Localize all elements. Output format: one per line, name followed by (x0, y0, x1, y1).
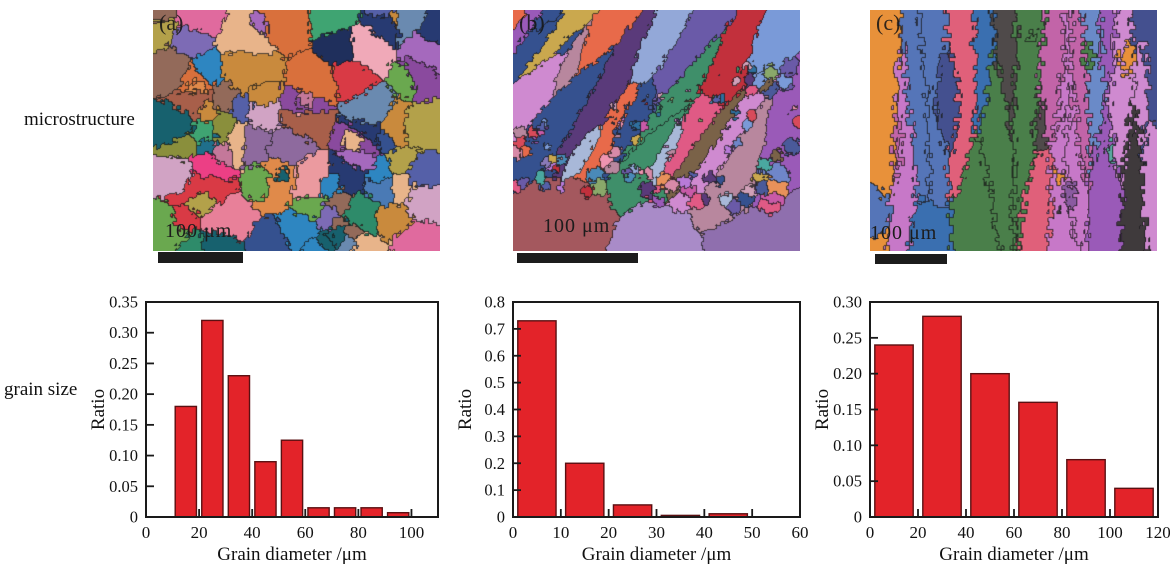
row-label-microstructure: microstructure (24, 109, 135, 130)
y-tick-label: 0.25 (833, 328, 862, 347)
y-tick-label: 0.30 (109, 323, 138, 342)
x-tick-label: 0 (142, 523, 151, 542)
x-tick-label: 10 (552, 523, 569, 542)
y-tick-label: 0.20 (833, 364, 862, 383)
y-tick-label: 0.15 (833, 400, 862, 419)
x-axis-label: Grain diameter /μm (217, 544, 367, 565)
x-tick-label: 0 (866, 523, 875, 542)
bar-a-4 (280, 439, 304, 518)
x-tick-label: 20 (600, 523, 617, 542)
bar-c-5 (1114, 487, 1154, 518)
bar-b-1 (564, 462, 605, 518)
chart-histogram-b: 0 0.1 0.2 0.3 0.4 0.5 0.6 0.7 0.8 0 10 20 30 40 50 60 Gr… (455, 294, 809, 565)
y-axis-label: Ratio (455, 389, 476, 430)
bar-a-1 (201, 319, 224, 518)
y-tick-label: 0 (130, 508, 138, 527)
bar-a-0 (174, 405, 198, 518)
x-tick-label: 40 (244, 523, 261, 542)
bar-a-6 (333, 507, 357, 518)
scale-bar-b (517, 253, 638, 263)
y-tick-label: 0.30 (833, 294, 862, 312)
x-tick-label: 30 (648, 523, 665, 542)
y-tick-label: 0.6 (484, 346, 505, 365)
x-tick-label: 60 (1006, 523, 1023, 542)
panel-label-a: (a) (159, 10, 184, 35)
x-tick-label: 120 (1145, 523, 1170, 542)
bar-c-2 (970, 372, 1010, 518)
y-tick-label: 0.35 (109, 294, 138, 312)
y-tick-label: 0.15 (109, 415, 138, 434)
bar-c-1 (922, 315, 962, 518)
scale-text-c: 100 μm (870, 222, 938, 244)
bar-a-2 (227, 375, 251, 518)
bar-b-0 (517, 320, 557, 518)
micrograph-panel-c: (c) 100 μm (870, 10, 1158, 251)
row-label-grain-size: grain size (4, 379, 78, 400)
x-tick-label: 40 (696, 523, 713, 542)
y-axis-label: Ratio (88, 389, 109, 430)
scale-text-b: 100 μm (543, 215, 611, 237)
y-tick-label: 0.05 (833, 472, 862, 491)
y-tick-label: 0.1 (484, 481, 505, 500)
x-tick-label: 80 (350, 523, 367, 542)
micrograph-panel-a: (a) 100 μm (153, 10, 440, 251)
micrograph-panel-b: (b) 100 μm (513, 10, 800, 251)
x-axis-label: Grain diameter /μm (582, 544, 732, 565)
panel-label-b: (b) (519, 10, 545, 35)
scale-bar-a (158, 252, 243, 263)
plot-box (145, 301, 439, 518)
x-tick-label: 60 (792, 523, 809, 542)
bar-a-5 (307, 507, 330, 518)
y-tick-label: 0.7 (484, 319, 505, 338)
bar-c-4 (1066, 458, 1106, 518)
plot-box (512, 301, 801, 518)
ebsd-map-a (153, 10, 440, 251)
plot-box (869, 301, 1159, 518)
y-tick-label: 0.10 (109, 446, 138, 465)
x-tick-label: 20 (910, 523, 927, 542)
chart-histogram-c: 0 0.05 0.10 0.15 0.20 0.25 0.30 0 20 40 60 80 100 120… (812, 294, 1170, 565)
ebsd-map-c (870, 10, 1157, 251)
y-tick-label: 0.05 (109, 477, 138, 496)
ebsd-map-b (513, 10, 800, 251)
y-tick-label: 0 (497, 508, 505, 527)
scale-text-a: 100 μm (165, 220, 233, 242)
x-tick-label: 20 (191, 523, 208, 542)
x-tick-label: 40 (958, 523, 975, 542)
chart-histogram-a: 0 0.05 0.10 0.15 0.20 0.25 0.30 0.35 0 20 40 60 80 10… (88, 294, 439, 565)
scale-bar-c (875, 254, 947, 264)
y-tick-label: 0.5 (484, 373, 505, 392)
y-tick-label: 0.3 (484, 427, 505, 446)
y-tick-label: 0.2 (484, 454, 505, 473)
y-tick-label: 0.25 (109, 354, 138, 373)
bar-c-0 (874, 344, 914, 518)
y-tick-label: 0.8 (484, 294, 505, 312)
bar-a-3 (254, 461, 277, 518)
x-tick-label: 100 (1097, 523, 1123, 542)
x-tick-label: 50 (744, 523, 761, 542)
x-tick-label: 100 (399, 523, 425, 542)
panel-label-c: (c) (876, 10, 901, 35)
y-tick-label: 0.4 (484, 400, 505, 419)
y-tick-label: 0 (854, 508, 862, 527)
x-tick-label: 60 (297, 523, 314, 542)
x-tick-label: 80 (1054, 523, 1071, 542)
y-tick-label: 0.20 (109, 385, 138, 404)
bar-b-2 (612, 504, 653, 518)
y-tick-label: 0.10 (833, 436, 862, 455)
x-axis-label: Grain diameter /μm (939, 544, 1089, 565)
bar-c-3 (1018, 401, 1058, 518)
bar-a-7 (360, 507, 383, 518)
y-axis-label: Ratio (812, 389, 833, 430)
x-tick-label: 0 (509, 523, 518, 542)
